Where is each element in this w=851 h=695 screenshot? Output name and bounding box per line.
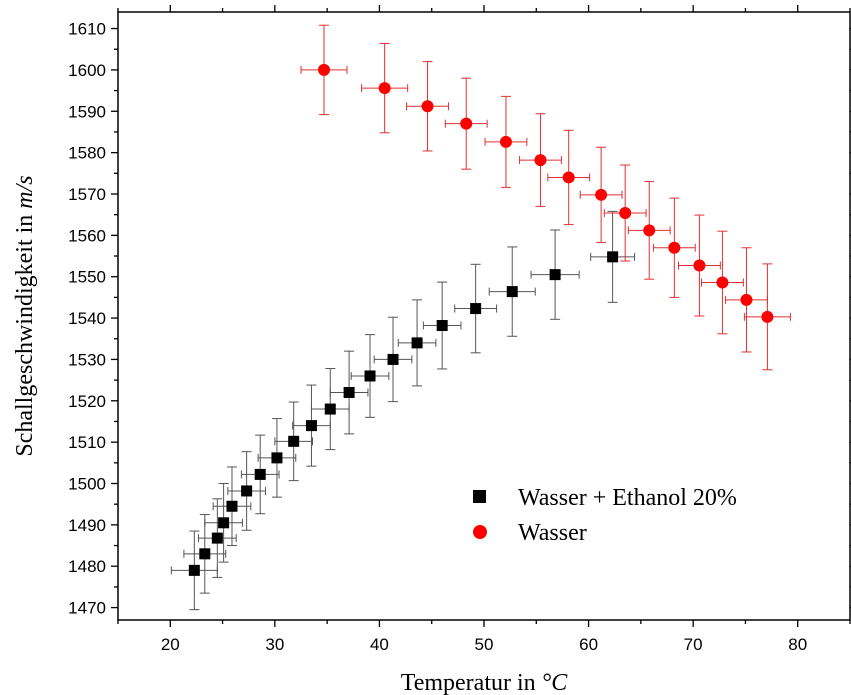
y-tick-label: 1500 xyxy=(68,475,106,494)
data-point-square xyxy=(241,485,253,497)
data-point-circle xyxy=(534,154,547,167)
data-point-square xyxy=(218,517,230,529)
data-point-square xyxy=(271,452,283,464)
data-point-circle xyxy=(693,259,706,272)
data-point-circle xyxy=(716,276,729,289)
data-point-square xyxy=(226,500,238,512)
data-point-square xyxy=(470,303,482,315)
x-tick-label: 60 xyxy=(579,635,598,654)
data-point-square xyxy=(305,420,317,432)
y-tick-label: 1560 xyxy=(68,226,106,245)
data-point-square xyxy=(343,387,355,399)
x-tick-label: 50 xyxy=(475,635,494,654)
data-point-square xyxy=(607,251,619,263)
legend-label-ethanol: Wasser + Ethanol 20% xyxy=(518,485,737,511)
data-point-square xyxy=(254,468,266,480)
series-wasser xyxy=(300,24,791,371)
data-point-circle xyxy=(595,188,608,201)
y-tick-label: 1610 xyxy=(68,20,106,39)
data-point-square xyxy=(436,320,448,332)
data-point-square xyxy=(188,564,200,576)
x-axis-title: Temperatur in °C xyxy=(401,670,569,695)
x-tick-label: 30 xyxy=(265,635,284,654)
y-tick-label: 1510 xyxy=(68,433,106,452)
data-point-square xyxy=(324,403,336,415)
legend: Wasser + Ethanol 20% Wasser xyxy=(473,485,737,546)
y-axis: 1470 1480 1490 1500 1510 1520 1530 1540 1550 1560… xyxy=(68,20,851,618)
y-tick-label: 1530 xyxy=(68,350,106,369)
y-tick-label: 1550 xyxy=(68,268,106,287)
data-point-circle xyxy=(318,63,331,76)
data-point-circle xyxy=(421,100,434,113)
data-point-circle xyxy=(761,310,774,323)
y-tick-label: 1600 xyxy=(68,61,106,80)
y-tick-label: 1470 xyxy=(68,599,106,618)
series-ethanol xyxy=(170,210,636,611)
x-tick-label: 40 xyxy=(370,635,389,654)
data-point-square xyxy=(387,353,399,365)
series-layer xyxy=(170,24,791,611)
x-tick-label: 80 xyxy=(788,635,807,654)
y-tick-label: 1490 xyxy=(68,516,106,535)
data-point-square xyxy=(549,269,561,281)
data-point-circle xyxy=(460,117,473,130)
x-tick-label: 70 xyxy=(684,635,703,654)
data-point-circle xyxy=(499,135,512,148)
data-point-circle xyxy=(668,241,681,254)
data-point-circle xyxy=(619,207,632,220)
data-point-square xyxy=(364,370,376,382)
data-point-square xyxy=(211,532,223,544)
x-tick-label: 20 xyxy=(161,635,180,654)
y-tick-label: 1520 xyxy=(68,392,106,411)
legend-marker-wasser xyxy=(473,525,487,539)
data-point-square xyxy=(199,548,211,560)
legend-marker-ethanol xyxy=(473,490,486,503)
y-tick-label: 1590 xyxy=(68,102,106,121)
data-point-circle xyxy=(740,293,753,306)
data-point-square xyxy=(411,337,423,349)
legend-label-wasser: Wasser xyxy=(518,520,587,546)
data-point-square xyxy=(506,286,518,298)
data-point-circle xyxy=(378,82,391,95)
data-point-circle xyxy=(643,224,656,237)
y-tick-label: 1480 xyxy=(68,557,106,576)
y-tick-label: 1570 xyxy=(68,185,106,204)
y-axis-title: Schallgeschwindigkeit in m/s xyxy=(12,175,38,456)
y-tick-label: 1540 xyxy=(68,309,106,328)
data-point-square xyxy=(288,435,300,447)
y-tick-label: 1580 xyxy=(68,144,106,163)
data-point-circle xyxy=(562,171,575,184)
x-axis: 20 30 40 50 60 70 80 xyxy=(117,5,851,654)
